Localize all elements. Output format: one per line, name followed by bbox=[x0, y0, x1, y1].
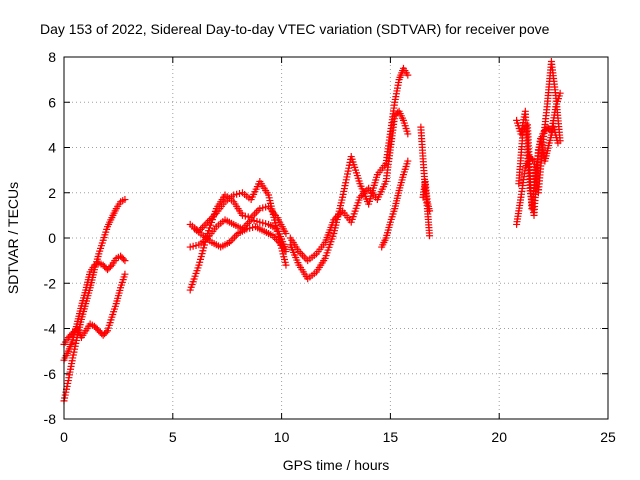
data-point-marker bbox=[404, 157, 412, 165]
data-point-marker bbox=[119, 255, 127, 263]
data-point-marker bbox=[282, 229, 290, 237]
y-tick-label: -8 bbox=[44, 411, 57, 427]
data-point-marker bbox=[282, 248, 290, 256]
y-tick-label: 6 bbox=[48, 94, 56, 110]
data-point-marker bbox=[404, 71, 412, 79]
series-arc-4b bbox=[419, 177, 434, 215]
data-point-marker bbox=[121, 270, 129, 278]
x-tick-label: 20 bbox=[491, 429, 507, 445]
data-point-marker bbox=[121, 257, 129, 265]
x-tick-label: 25 bbox=[600, 429, 616, 445]
data-point-marker bbox=[282, 261, 290, 269]
data-point-marker bbox=[426, 232, 434, 240]
x-tick-label: 10 bbox=[274, 429, 290, 445]
y-tick-label: -6 bbox=[44, 366, 57, 382]
data-point-marker bbox=[426, 207, 434, 215]
x-tick-label: 0 bbox=[60, 429, 68, 445]
data-point-marker bbox=[121, 196, 129, 204]
data-point-marker bbox=[522, 122, 530, 130]
data-point-marker bbox=[404, 130, 412, 138]
series-arc-3b bbox=[286, 107, 412, 265]
series-arc-4 bbox=[417, 123, 434, 240]
series-arc-1b bbox=[60, 252, 129, 364]
y-tick-label: -4 bbox=[44, 321, 57, 337]
series-arc-2a bbox=[186, 191, 290, 294]
series-arc-3c bbox=[378, 157, 412, 251]
x-tick-label: 15 bbox=[383, 429, 399, 445]
data-points bbox=[60, 58, 564, 405]
y-axis-label: SDTVAR / TECUs bbox=[5, 182, 21, 294]
y-tick-label: 4 bbox=[48, 140, 56, 156]
series-arc-2d bbox=[191, 223, 290, 256]
data-point-marker bbox=[554, 139, 562, 147]
x-tick-label: 5 bbox=[169, 429, 177, 445]
y-tick-label: -2 bbox=[44, 275, 57, 291]
plot-frame bbox=[63, 56, 609, 420]
series-arc-2b bbox=[186, 177, 290, 269]
series-arc-5c bbox=[515, 121, 562, 213]
data-point-marker bbox=[102, 328, 110, 336]
y-tick-label: 0 bbox=[48, 230, 56, 246]
y-tick-label: 8 bbox=[48, 49, 56, 65]
series-arc-2c bbox=[186, 216, 290, 253]
tick-layer: 0 5 10 15 20 25 -8 -6 -4 -2 0 2 4 6 8 bbox=[44, 49, 616, 445]
y-tick-label: 2 bbox=[48, 185, 56, 201]
data-point-marker bbox=[556, 89, 564, 97]
chart-title: Day 153 of 2022, Sidereal Day-to-day VTE… bbox=[40, 21, 550, 37]
x-axis-label: GPS time / hours bbox=[283, 457, 390, 473]
data-point-marker bbox=[106, 263, 114, 271]
